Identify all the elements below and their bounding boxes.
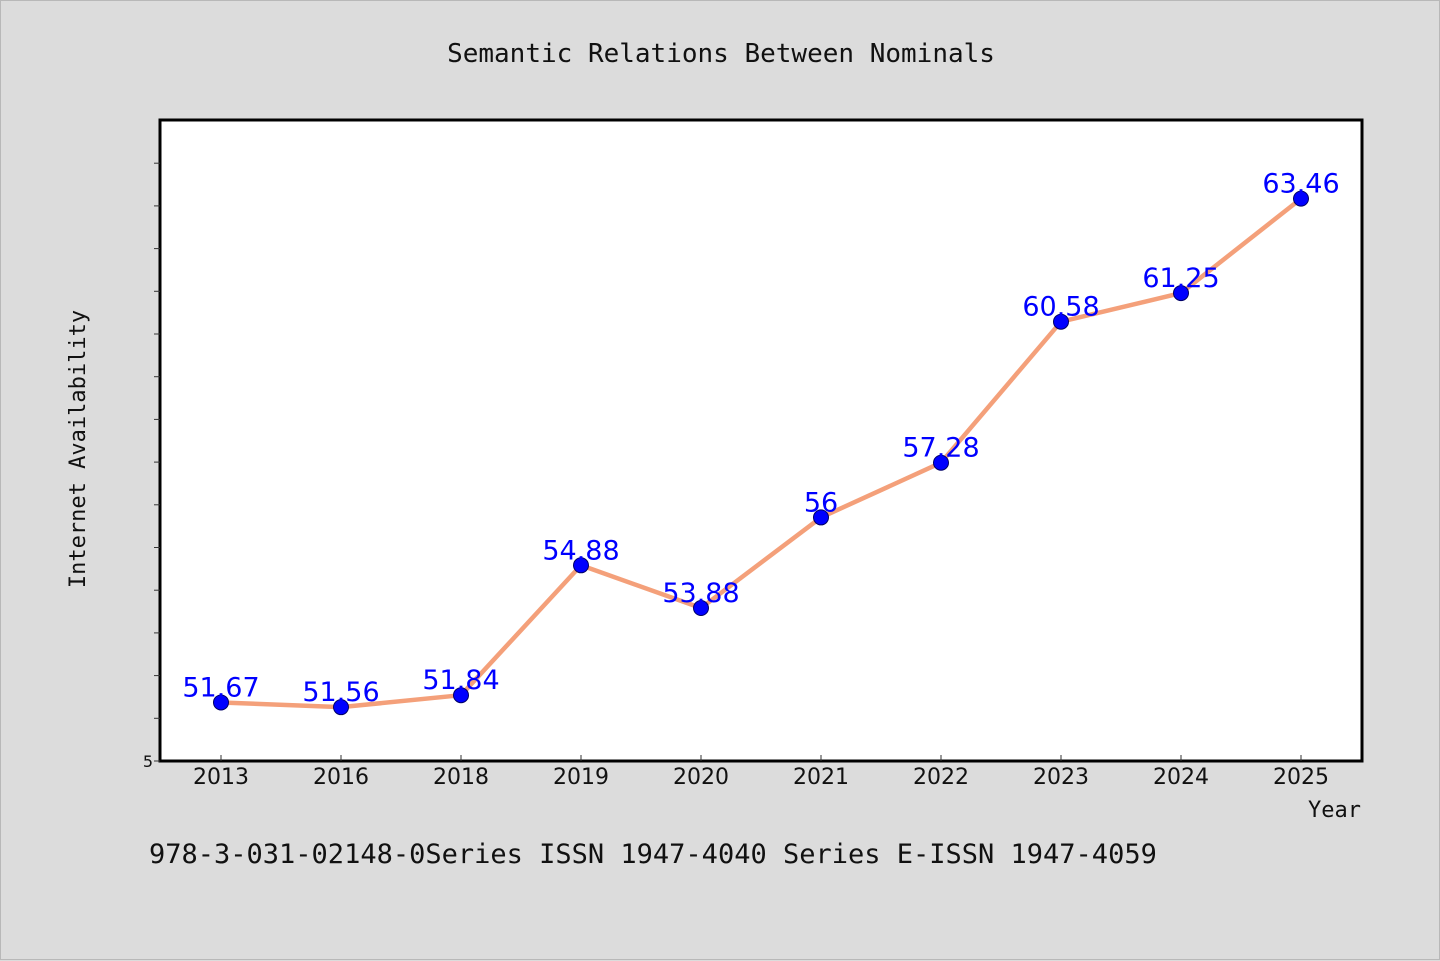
x-tick-label: 2022 <box>913 765 969 790</box>
x-tick-label: 2020 <box>673 765 729 790</box>
data-label: 61.25 <box>1142 263 1219 294</box>
data-label: 51.56 <box>302 677 379 708</box>
y-tick-label: 5 <box>143 752 153 771</box>
data-label: 57.28 <box>902 433 979 464</box>
data-point <box>453 687 469 704</box>
x-tick-label: 2016 <box>313 765 369 790</box>
x-tick-label: 2023 <box>1033 765 1089 790</box>
x-tick-label: 2018 <box>433 765 489 790</box>
data-point <box>333 699 349 716</box>
plot-area <box>158 118 1364 763</box>
x-tick-label: 2019 <box>553 765 609 790</box>
x-axis-title: Year <box>1308 798 1361 823</box>
chart-title: Semantic Relations Between Nominals <box>447 39 995 69</box>
x-axis-ticks: 2013 2016 2018 2019 2020 2021 2022 2023 2024 2025 <box>193 755 1329 790</box>
data-label: 51.84 <box>422 665 499 696</box>
data-point <box>573 557 589 574</box>
data-point <box>813 509 829 526</box>
y-axis-title: Internet Availability <box>66 310 91 588</box>
data-label: 51.67 <box>182 672 259 703</box>
y-axis-ticks: 5 <box>143 162 160 771</box>
series-line <box>218 196 1304 710</box>
x-tick-label: 2021 <box>793 765 849 790</box>
data-point <box>693 600 709 617</box>
data-point <box>1053 313 1069 330</box>
series-group: 51.67 51.56 51.84 54.88 53.88 56 57.28 60.58 61.… <box>182 169 1340 716</box>
data-point <box>1173 285 1189 302</box>
x-tick-label: 2025 <box>1273 765 1329 790</box>
data-point <box>933 454 949 471</box>
x-tick-label: 2024 <box>1153 765 1209 790</box>
data-label: 53.88 <box>662 578 739 609</box>
data-label: 63.46 <box>1262 169 1339 200</box>
data-point <box>1293 190 1309 207</box>
x-tick-label: 2013 <box>193 765 249 790</box>
data-label: 56 <box>804 487 838 518</box>
data-label: 54.88 <box>542 535 619 566</box>
data-label: 60.58 <box>1022 292 1099 323</box>
data-point <box>213 694 229 711</box>
footnote: 978-3-031-02148-0Series ISSN 1947-4040 S… <box>149 839 1157 870</box>
